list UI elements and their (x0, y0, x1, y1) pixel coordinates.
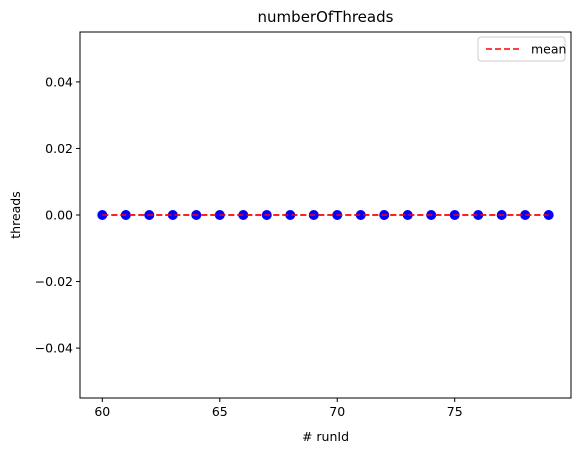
y-tick-label-4: 0.04 (45, 74, 73, 89)
chart-text: numberOfThreads # runId threads (8, 8, 394, 444)
x-tick-label-75: 75 (447, 404, 463, 419)
y-tick-label-0: −0.04 (35, 341, 73, 356)
data-point-71 (355, 210, 366, 220)
data-point-73 (402, 210, 413, 220)
y-tick-label-2: 0.00 (45, 208, 73, 223)
x-tick-label-65: 65 (212, 404, 228, 419)
legend: mean (477, 36, 566, 62)
x-axis-label: # runId (302, 429, 349, 444)
y-tick-label-3: 0.02 (45, 141, 73, 156)
plot-area (97, 210, 554, 220)
y-tick-label-1: −0.02 (35, 274, 73, 289)
legend-box (477, 36, 566, 62)
y-axis-label: threads (8, 191, 23, 239)
data-point-76 (473, 210, 484, 220)
x-tick-label-60: 60 (94, 404, 110, 419)
legend-entry-mean: mean (531, 42, 566, 57)
x-tick-label-70: 70 (329, 404, 345, 419)
axes: 60 65 70 75 −0.04 −0.02 0.00 0.02 0.04 (35, 31, 572, 419)
data-point-68 (285, 210, 296, 220)
data-point-63 (167, 210, 178, 220)
data-point-78 (520, 210, 531, 220)
chart-title: numberOfThreads (258, 8, 394, 26)
